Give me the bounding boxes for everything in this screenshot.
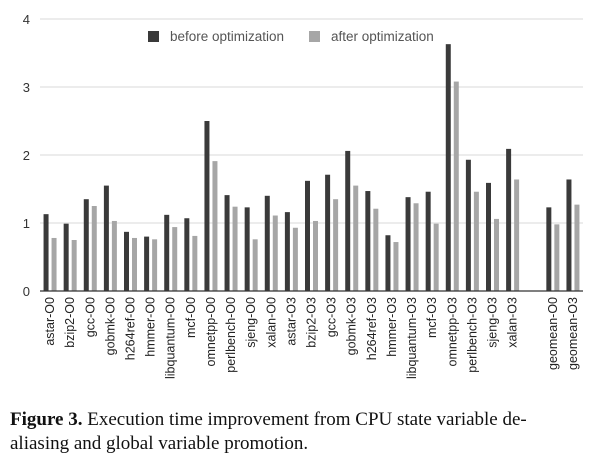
y-tick-label: 4 — [23, 12, 30, 27]
bar-before-xalan-O3 — [506, 148, 512, 291]
bar-after-mcf-O0 — [192, 235, 198, 291]
bar-after-astar-O0 — [51, 237, 57, 291]
bar-after-hmmer-O3 — [393, 242, 399, 291]
category-label: sjeng-O0 — [244, 297, 258, 348]
category-label: gcc-O3 — [325, 297, 339, 337]
caption-label: Figure 3. — [10, 409, 83, 430]
category-label: libquantum-O3 — [405, 297, 419, 379]
bar-before-gobmk-O0 — [103, 185, 109, 291]
bar-chart: 0 1 2 3 4 before optimization after optimiza… — [23, 12, 583, 379]
category-label: geomean-O0 — [546, 297, 560, 370]
bar-before-libquantum-O0 — [164, 214, 170, 291]
y-tick-label: 0 — [23, 284, 30, 299]
category-label: hmmer-O3 — [385, 297, 399, 357]
category-label: gobmk-O0 — [103, 297, 117, 355]
bar-after-bzip2-O0 — [71, 240, 77, 291]
bar-before-hmmer-O0 — [144, 236, 150, 291]
bar-before-astar-O3 — [284, 212, 290, 291]
category-label: sjeng-O3 — [486, 297, 500, 348]
y-axis-ticks: 0 1 2 3 4 — [23, 12, 30, 299]
bar-after-h264ref-O3 — [373, 208, 379, 291]
category-label: astar-O3 — [284, 297, 298, 346]
category-label: perlbench-O0 — [224, 297, 238, 373]
gridlines — [40, 18, 583, 224]
legend-label-after: after optimization — [331, 29, 434, 44]
y-tick-label: 2 — [23, 148, 30, 163]
category-label: h264ref-O0 — [124, 297, 138, 360]
y-tick-label: 3 — [23, 80, 30, 95]
bar-after-mcf-O3 — [433, 223, 439, 291]
bar-after-h264ref-O0 — [132, 237, 137, 291]
bar-after-perlbench-O0 — [232, 206, 238, 291]
bar-before-omnetpp-O3 — [445, 44, 451, 291]
category-label: libquantum-O0 — [164, 297, 178, 379]
bar-after-omnetpp-O3 — [453, 81, 459, 291]
bar-after-libquantum-O3 — [413, 203, 419, 291]
category-label: omnetpp-O3 — [445, 297, 459, 367]
bar-after-perlbench-O3 — [473, 191, 479, 291]
bar-before-geomean-O0 — [546, 207, 552, 291]
bar-after-xalan-O3 — [514, 179, 520, 291]
legend-swatch-before — [148, 31, 159, 42]
bar-before-xalan-O0 — [264, 195, 270, 291]
figure-caption: Figure 3. Execution time improvement fro… — [10, 408, 582, 456]
bar-after-gobmk-O0 — [111, 220, 117, 291]
bar-after-sjeng-O3 — [494, 218, 499, 291]
bar-before-mcf-O0 — [184, 218, 190, 291]
bar-before-perlbench-O0 — [224, 195, 230, 291]
category-label: geomean-O3 — [566, 297, 580, 370]
bar-before-bzip2-O3 — [305, 180, 310, 291]
category-label: h264ref-O3 — [365, 297, 379, 360]
category-label: bzip2-O0 — [63, 297, 77, 348]
caption-text: Execution time improvement from CPU stat… — [10, 409, 527, 454]
bars — [43, 44, 580, 291]
bar-after-omnetpp-O0 — [212, 161, 218, 291]
bar-after-astar-O3 — [292, 227, 298, 291]
bar-before-sjeng-O3 — [486, 182, 491, 291]
bar-after-geomean-O0 — [554, 224, 560, 291]
bar-before-gcc-O0 — [83, 199, 89, 291]
category-label: mcf-O3 — [425, 297, 439, 338]
bar-before-omnetpp-O0 — [204, 121, 210, 291]
bar-after-gobmk-O3 — [353, 185, 359, 291]
bar-after-gcc-O3 — [333, 199, 339, 291]
bar-after-xalan-O0 — [272, 215, 278, 291]
legend-label-before: before optimization — [170, 29, 284, 44]
category-label: bzip2-O3 — [305, 297, 319, 348]
y-tick-label: 1 — [23, 216, 30, 231]
bar-after-gcc-O0 — [91, 206, 97, 291]
bar-before-sjeng-O0 — [244, 207, 250, 291]
legend: before optimization after optimization — [148, 29, 434, 44]
category-label: omnetpp-O0 — [204, 297, 218, 367]
category-label: hmmer-O0 — [144, 297, 158, 357]
bar-before-hmmer-O3 — [385, 235, 391, 291]
legend-swatch-after — [309, 31, 320, 42]
bar-after-sjeng-O0 — [252, 239, 258, 291]
bar-before-astar-O0 — [43, 214, 49, 291]
category-label: gobmk-O3 — [345, 297, 359, 355]
bar-after-libquantum-O0 — [172, 227, 178, 291]
bar-before-geomean-O3 — [566, 179, 572, 291]
category-label: mcf-O0 — [184, 297, 198, 338]
category-label: xalan-O0 — [264, 297, 278, 348]
category-label: xalan-O3 — [506, 297, 520, 348]
bar-before-gobmk-O3 — [345, 150, 351, 291]
bar-before-gcc-O3 — [325, 174, 331, 291]
category-label: perlbench-O3 — [465, 297, 479, 373]
bar-before-h264ref-O0 — [124, 231, 129, 291]
bar-after-hmmer-O0 — [152, 239, 158, 291]
category-label: astar-O0 — [43, 297, 57, 346]
category-labels: astar-O0 bzip2-O0 gcc-O0 gobmk-O0 h264ref-O0… — [43, 297, 580, 379]
bar-before-h264ref-O3 — [365, 191, 371, 291]
bar-after-geomean-O3 — [574, 204, 580, 291]
bar-before-perlbench-O3 — [465, 159, 471, 291]
bar-before-libquantum-O3 — [405, 197, 411, 291]
bar-after-bzip2-O3 — [313, 220, 318, 291]
bar-before-mcf-O3 — [425, 191, 431, 291]
category-label: gcc-O0 — [83, 297, 97, 337]
bar-before-bzip2-O0 — [63, 223, 69, 291]
